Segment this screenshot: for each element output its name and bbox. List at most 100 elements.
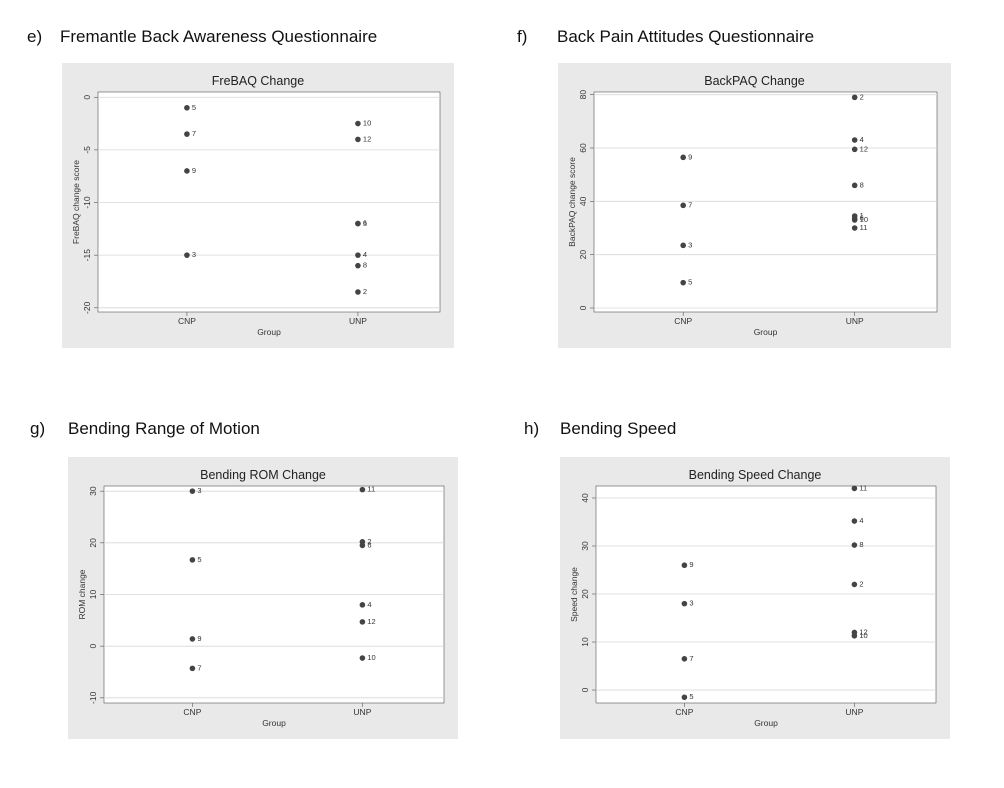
x-tick-label: CNP (178, 316, 196, 326)
point-label: 10 (367, 653, 375, 662)
point (851, 581, 858, 588)
y-axis-label: ROM change (77, 569, 87, 619)
panel-label: g) (30, 419, 45, 438)
point-label: 6 (860, 214, 864, 223)
point (355, 120, 361, 127)
point (681, 562, 688, 569)
y-tick-label: 80 (578, 90, 588, 100)
point (680, 202, 686, 209)
point (189, 665, 196, 672)
x-axis-label: Group (262, 718, 286, 728)
y-tick-label: -15 (82, 249, 92, 262)
x-tick-label: UNP (845, 707, 863, 717)
point (355, 220, 361, 227)
point-label: 5 (192, 103, 196, 112)
panel-label: e) (27, 27, 42, 46)
point (851, 146, 858, 153)
point (184, 104, 190, 111)
y-tick-label: -20 (82, 301, 92, 314)
point (851, 485, 858, 492)
point-label: 4 (363, 250, 367, 259)
point-label: 1 (363, 219, 367, 228)
point (680, 242, 686, 249)
point-label: 7 (192, 129, 196, 138)
panel-label: f) (517, 27, 527, 46)
point (851, 217, 858, 223)
panel: g) Bending Range of Motion Bending ROM Cha… (30, 419, 458, 739)
point (189, 557, 196, 563)
point (359, 542, 366, 549)
point-label: 3 (689, 599, 693, 608)
point (359, 486, 366, 493)
panel-heading: Back Pain Attitudes Questionnaire (557, 27, 814, 46)
point-label: 3 (688, 240, 692, 249)
point (355, 289, 361, 295)
point-label: 2 (859, 579, 863, 588)
point (189, 636, 196, 642)
plot-area (595, 485, 937, 704)
panel-heading: Bending Range of Motion (68, 419, 260, 438)
panel-heading: Fremantle Back Awareness Questionnaire (60, 27, 377, 46)
y-tick-label: 20 (578, 250, 588, 260)
y-tick-label: 20 (580, 589, 590, 599)
point (355, 136, 361, 143)
point-label: 2 (363, 287, 367, 296)
point-label: 12 (367, 617, 375, 626)
point-label: 5 (688, 278, 692, 287)
point-label: 5 (197, 555, 201, 564)
point-label: 9 (197, 634, 201, 643)
point-label: 2 (860, 92, 864, 101)
point-label: 4 (859, 516, 863, 525)
point (359, 619, 366, 625)
point-label: 7 (197, 663, 201, 672)
point (851, 137, 858, 143)
point (355, 262, 361, 269)
x-tick-label: CNP (675, 707, 693, 717)
y-tick-label: -5 (82, 146, 92, 154)
y-tick-label: 0 (580, 687, 590, 692)
point (359, 655, 366, 661)
point-label: 10 (859, 631, 867, 640)
point-label: 6 (367, 540, 371, 549)
y-tick-label: 20 (88, 538, 98, 548)
x-tick-label: UNP (353, 707, 371, 717)
y-tick-label: -10 (88, 691, 98, 704)
point-label: 4 (860, 135, 864, 144)
point-label: 4 (367, 600, 371, 609)
point-label: 3 (192, 250, 196, 259)
y-axis-label: BackPAQ change score (567, 157, 577, 247)
y-tick-label: 10 (580, 637, 590, 647)
point (851, 225, 858, 231)
point-label: 9 (689, 560, 693, 569)
point-label: 9 (192, 166, 196, 175)
y-axis-label: FreBAQ change score (71, 160, 81, 244)
y-axis-label: Speed change (569, 567, 579, 622)
y-tick-label: 30 (580, 541, 590, 551)
x-axis-label: Group (754, 718, 778, 728)
point-label: 1 (860, 211, 864, 220)
point-label: 9 (688, 152, 692, 161)
y-tick-label: 0 (578, 305, 588, 310)
point (355, 252, 361, 258)
x-axis-label: Group (754, 327, 778, 337)
point (184, 131, 190, 137)
chart-title: FreBAQ Change (212, 74, 304, 88)
point-label: 7 (689, 654, 693, 663)
point (851, 542, 858, 548)
point-label: 12 (363, 134, 371, 143)
point (189, 488, 196, 494)
point-label: 3 (197, 486, 201, 495)
point (681, 656, 688, 662)
point (851, 518, 858, 524)
point-label: 11 (860, 223, 868, 232)
point-label: 8 (363, 261, 367, 270)
point-label: 8 (859, 540, 863, 549)
y-tick-label: 30 (88, 486, 98, 496)
point-label: 12 (860, 144, 868, 153)
point-label: 7 (688, 200, 692, 209)
y-tick-label: 0 (88, 644, 98, 649)
panel-label: h) (524, 419, 539, 438)
point-label: 11 (367, 485, 375, 494)
point-label: 10 (860, 215, 868, 224)
